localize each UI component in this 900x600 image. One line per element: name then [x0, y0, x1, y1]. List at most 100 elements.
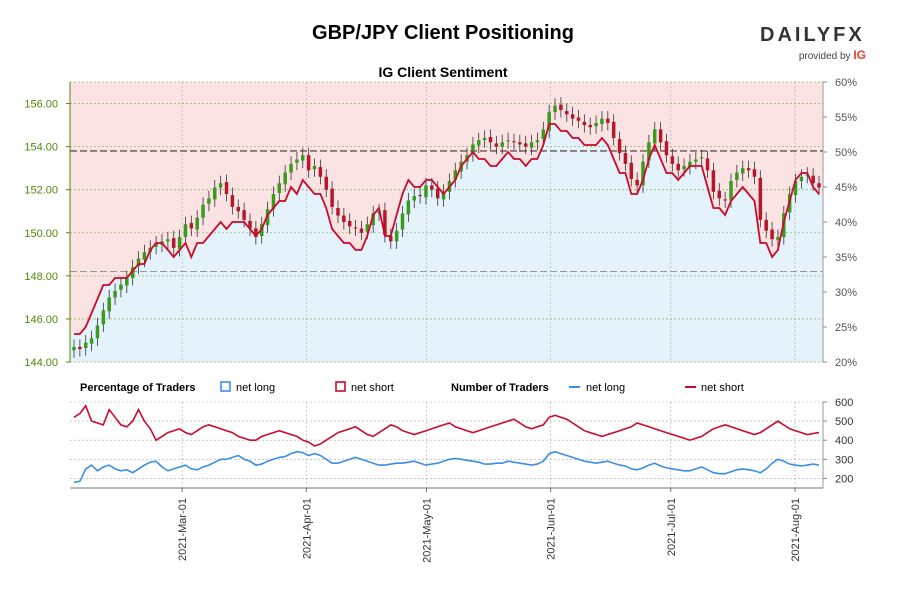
candle-body — [553, 105, 557, 113]
candle-body — [512, 141, 516, 143]
candle-body — [95, 325, 100, 339]
candle-body — [729, 181, 733, 201]
y-right-tick-label: 40% — [835, 217, 857, 229]
candle-body — [723, 199, 727, 201]
legend-num-title: Number of Traders — [451, 382, 549, 394]
y-right-tick-label: 45% — [835, 182, 857, 194]
candle-body — [576, 117, 581, 121]
candle-body — [119, 284, 123, 290]
candle-body — [89, 338, 94, 344]
candle-body — [641, 161, 645, 186]
candle-body — [811, 175, 815, 184]
candle-body — [424, 185, 428, 198]
candle-body — [312, 166, 317, 170]
legend-long-pct-swatch — [220, 381, 231, 392]
candle-body — [177, 237, 182, 249]
y-count-tick-label: 300 — [835, 454, 853, 466]
net-short-count-line — [73, 404, 820, 447]
candle-body — [740, 168, 745, 174]
candle-body — [617, 139, 622, 154]
y-left-tick-label: 154.00 — [24, 142, 58, 154]
candle-body — [735, 172, 739, 180]
candle-body — [183, 224, 188, 238]
candle-body — [529, 142, 534, 148]
candle-body — [711, 170, 716, 192]
candle-body — [441, 191, 446, 200]
candle-body — [347, 220, 352, 227]
candle-body — [758, 177, 763, 220]
provided-by-text: provided by — [798, 51, 851, 62]
candle-body — [342, 215, 346, 222]
candle-body — [694, 159, 698, 162]
y-count-tick-label: 500 — [835, 416, 853, 428]
candle-body — [817, 183, 821, 188]
candle-body — [207, 198, 211, 204]
candle-body — [430, 185, 434, 190]
candle-body — [289, 163, 293, 173]
candle-body — [705, 158, 710, 171]
y-right-tick-label: 20% — [835, 357, 857, 369]
candle-body — [254, 228, 258, 238]
candle-body — [506, 140, 510, 142]
candle-body — [658, 129, 663, 143]
ig-logo: IG — [853, 48, 866, 62]
candle-body — [195, 217, 199, 230]
candle-body — [72, 346, 76, 351]
long-sentiment-area — [70, 124, 823, 362]
candle-body — [365, 224, 370, 232]
candle-body — [107, 297, 111, 312]
candle-body — [113, 290, 117, 298]
candle-body — [764, 219, 768, 231]
candle-body — [635, 180, 639, 186]
candle-body — [412, 196, 416, 201]
candle-body — [224, 182, 229, 194]
y-left-tick-label: 144.00 — [24, 357, 58, 369]
logo-daily: DAILY — [760, 24, 834, 46]
candle-body — [488, 136, 493, 143]
legend-pct-title: Percentage of Traders — [80, 382, 196, 394]
candle-body — [717, 190, 722, 199]
candle-body — [242, 210, 246, 220]
x-tick-label: 2021-Mar-01 — [177, 498, 189, 561]
candle-body — [136, 258, 141, 267]
candle-body — [647, 142, 651, 161]
y-left-tick-label: 156.00 — [24, 99, 58, 111]
y-count-tick-label: 400 — [835, 435, 853, 447]
candle-body — [353, 227, 358, 229]
candle-body — [500, 142, 504, 147]
candle-body — [688, 161, 692, 168]
net-long-count-line — [73, 450, 820, 484]
candle-body — [535, 140, 540, 143]
candle-body — [336, 208, 340, 216]
candle-body — [218, 183, 223, 188]
sentiment-price-panel: 144.00 146.00 148.00 150.00 152.00 154.00 156.… — [24, 77, 857, 369]
x-tick-label: 2021-Apr-01 — [301, 498, 313, 559]
candle-body — [471, 144, 475, 155]
y-right-tick-label: 50% — [835, 147, 857, 159]
candle-body — [142, 252, 147, 260]
candle-body — [664, 141, 669, 156]
y-right-tick-label: 25% — [835, 322, 857, 334]
legend: Percentage of Traders net long net short… — [80, 381, 744, 394]
candle-body — [318, 167, 323, 177]
candle-body — [283, 172, 287, 185]
candle-body — [518, 142, 522, 145]
candle-body — [482, 138, 487, 141]
candle-body — [746, 168, 751, 171]
candle-body — [389, 236, 393, 242]
candle-body — [453, 170, 458, 180]
candle-body — [171, 238, 176, 248]
candle-body — [670, 156, 675, 164]
candle-body — [600, 118, 604, 124]
legend-long-num-label: net long — [586, 382, 625, 394]
candle-body — [271, 194, 276, 210]
y-right-tick-label: 35% — [835, 252, 857, 264]
candle-body — [676, 163, 680, 171]
candle-body — [130, 267, 135, 278]
candle-body — [588, 125, 592, 128]
candle-body — [565, 111, 569, 115]
candle-body — [611, 121, 616, 138]
candle-body — [236, 206, 240, 212]
short-sentiment-area — [70, 82, 823, 334]
candle-body — [248, 220, 252, 229]
